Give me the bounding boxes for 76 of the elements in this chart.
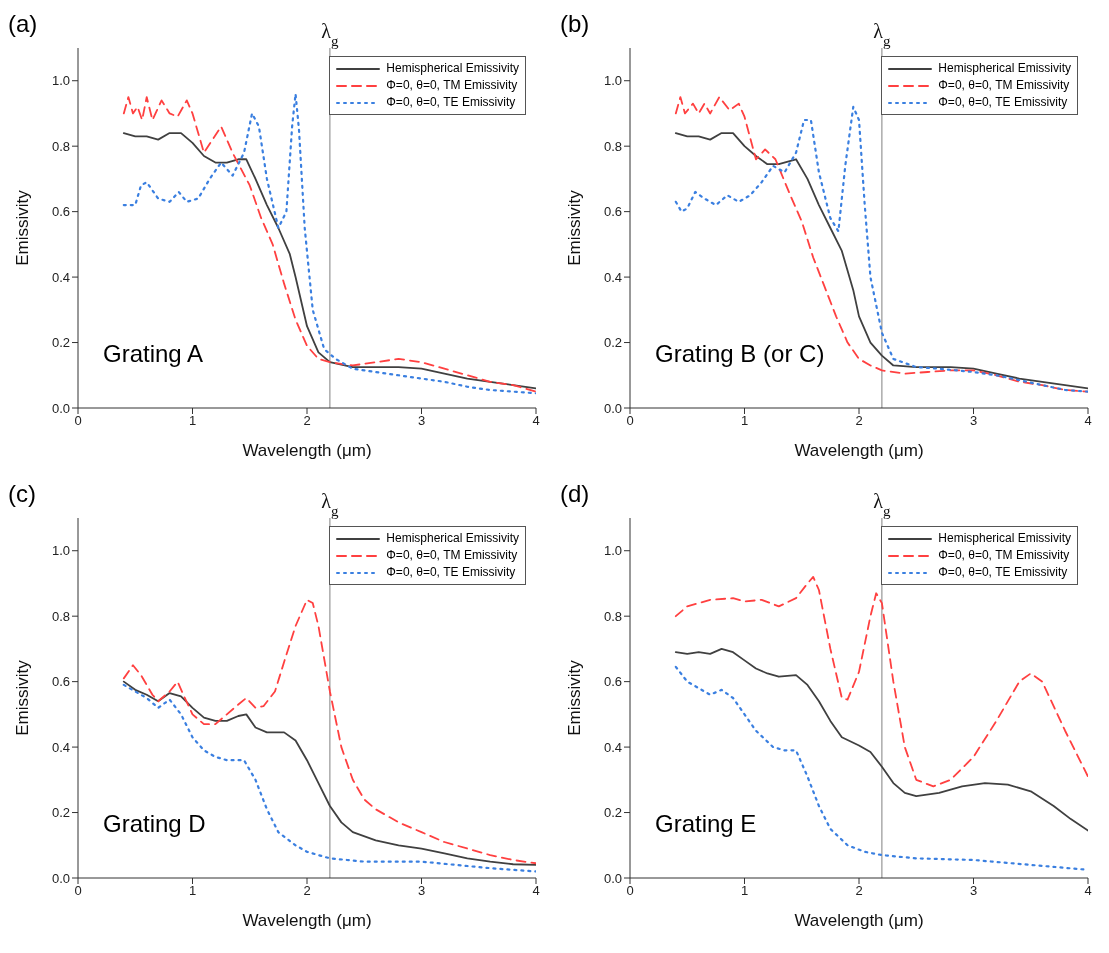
ref-line-label: λ$_{g}$ <box>321 490 339 519</box>
ref-line-label: λ$_{g}$ <box>873 20 891 49</box>
chart-title: (a) <box>8 10 38 38</box>
legend-label: Φ=0, θ=0, TE Emissivity <box>386 564 516 581</box>
y-axis-title: Emissivity <box>13 189 33 266</box>
y-tick-label: 0.2 <box>603 335 622 351</box>
y-tick-label: 0.2 <box>603 805 622 821</box>
x-tick-label: 1 <box>740 883 749 899</box>
x-tick-label: 3 <box>969 883 978 899</box>
legend-label: Φ=0, θ=0, TM Emissivity <box>386 77 518 94</box>
legend-label: Φ=0, θ=0, TE Emissivity <box>938 564 1068 581</box>
y-axis-title: Emissivity <box>565 189 585 266</box>
x-tick-label: 0 <box>626 883 634 899</box>
x-axis-title: Wavelength (μm) <box>794 911 924 930</box>
y-axis-title: Emissivity <box>13 659 33 736</box>
y-tick-label: 0.2 <box>51 335 70 351</box>
y-tick-label: 0.6 <box>51 204 70 220</box>
ref-line-label: λ$_{g}$ <box>321 20 339 49</box>
legend-label: Φ=0, θ=0, TE Emissivity <box>938 94 1068 111</box>
x-tick-label: 4 <box>532 413 540 429</box>
x-tick-label: 2 <box>855 883 863 899</box>
x-axis-title: Wavelength (μm) <box>242 441 372 460</box>
x-axis-title: Wavelength (μm) <box>794 441 924 460</box>
x-axis-title: Wavelength (μm) <box>242 911 372 930</box>
y-tick-label: 0.4 <box>603 269 622 285</box>
y-tick-label: 0.8 <box>51 608 70 624</box>
y-tick-label: 1.0 <box>51 73 70 89</box>
x-tick-label: 3 <box>417 413 426 429</box>
y-tick-label: 1.0 <box>51 543 70 559</box>
legend-label: Hemispherical Emissivity <box>386 530 519 547</box>
legend-label: Φ=0, θ=0, TM Emissivity <box>938 77 1070 94</box>
y-tick-label: 0.6 <box>51 674 70 690</box>
x-tick-label: 1 <box>188 413 197 429</box>
legend-label: Φ=0, θ=0, TE Emissivity <box>386 94 516 111</box>
y-tick-label: 0.4 <box>603 739 622 755</box>
x-tick-label: 0 <box>74 413 82 429</box>
y-tick-label: 0.8 <box>603 608 622 624</box>
y-tick-label: 0.0 <box>603 870 622 886</box>
y-axis-title: Emissivity <box>565 659 585 736</box>
y-tick-label: 0.6 <box>603 674 622 690</box>
y-tick-label: 0.0 <box>603 400 622 416</box>
y-tick-label: 1.0 <box>603 73 622 89</box>
x-tick-label: 0 <box>74 883 82 899</box>
y-tick-label: 0.6 <box>603 204 622 220</box>
legend-label: Φ=0, θ=0, TM Emissivity <box>386 547 518 564</box>
legend-label: Hemispherical Emissivity <box>386 60 519 77</box>
chart-title: (b) <box>560 10 590 38</box>
annotation: Grating E <box>655 810 757 838</box>
y-tick-label: 0.4 <box>51 739 70 755</box>
x-tick-label: 4 <box>532 883 540 899</box>
y-tick-label: 0.2 <box>51 805 70 821</box>
x-tick-label: 1 <box>188 883 197 899</box>
y-tick-label: 0.8 <box>51 138 70 154</box>
x-tick-label: 4 <box>1084 883 1092 899</box>
annotation: Grating A <box>103 340 204 368</box>
y-tick-label: 1.0 <box>603 543 622 559</box>
chart-title: (c) <box>8 480 36 508</box>
x-tick-label: 4 <box>1084 413 1092 429</box>
annotation: Grating D <box>103 810 206 838</box>
x-tick-label: 3 <box>417 883 426 899</box>
y-tick-label: 0.8 <box>603 138 622 154</box>
legend-label: Hemispherical Emissivity <box>938 530 1071 547</box>
x-tick-label: 0 <box>626 413 634 429</box>
x-tick-label: 3 <box>969 413 978 429</box>
ref-line-label: λ$_{g}$ <box>873 490 891 519</box>
annotation: Grating B (or C) <box>655 340 825 368</box>
chart-title: (d) <box>560 480 590 508</box>
x-tick-label: 1 <box>740 413 749 429</box>
y-tick-label: 0.0 <box>51 400 70 416</box>
y-tick-label: 0.4 <box>51 269 70 285</box>
legend-label: Hemispherical Emissivity <box>938 60 1071 77</box>
x-tick-label: 2 <box>855 413 863 429</box>
x-tick-label: 2 <box>303 413 311 429</box>
y-tick-label: 0.0 <box>51 870 70 886</box>
x-tick-label: 2 <box>303 883 311 899</box>
legend-label: Φ=0, θ=0, TM Emissivity <box>938 547 1070 564</box>
